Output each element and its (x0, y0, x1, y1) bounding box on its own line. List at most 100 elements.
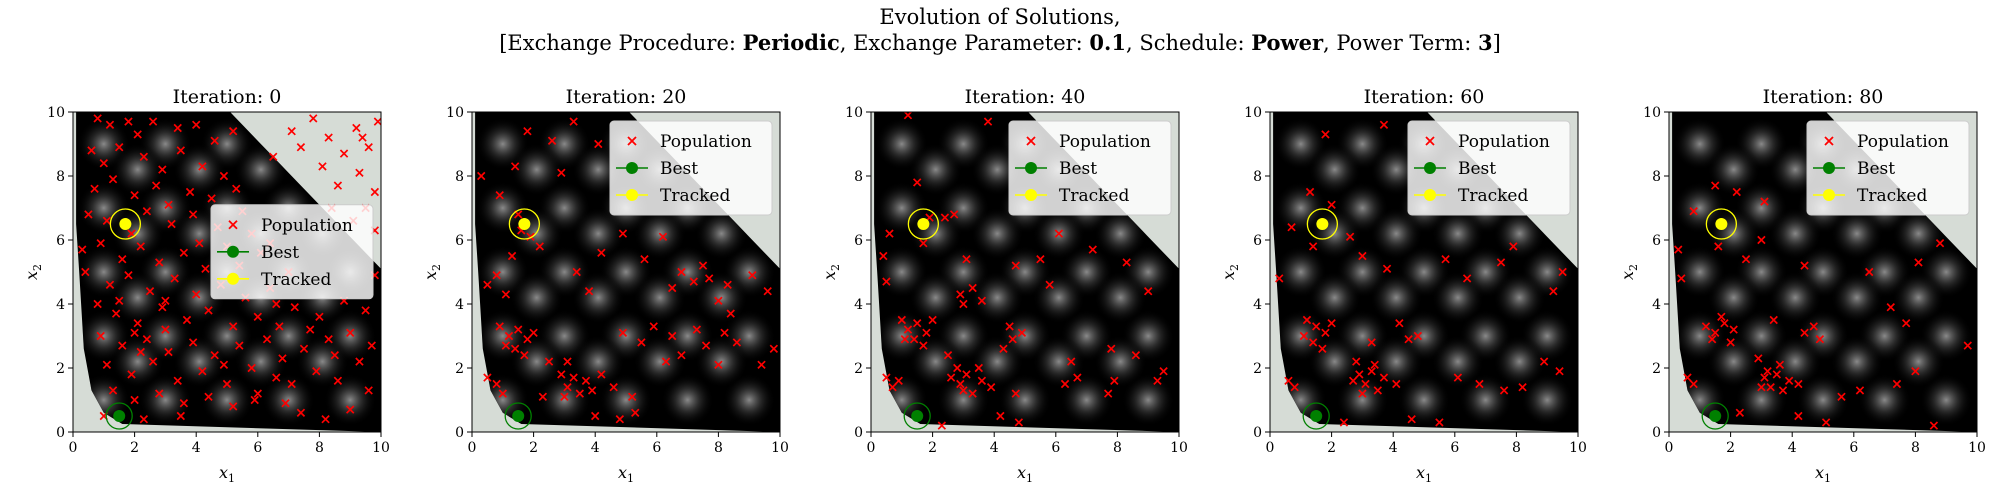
tracked-ring (907, 208, 940, 240)
population-point (1732, 187, 1741, 197)
subplot-title: Iteration: 60 (1364, 86, 1485, 108)
population-point (164, 200, 173, 210)
tracked-point (119, 218, 132, 230)
figure-suptitle: Evolution of Solutions, [Exchange Proced… (0, 4, 2000, 56)
population-point (526, 232, 535, 242)
population-point (1769, 315, 1778, 325)
objective-peak (1707, 335, 1760, 388)
population-point (590, 411, 600, 421)
x-tick-label: 8 (315, 440, 324, 456)
legend-box (1008, 120, 1172, 216)
population-point (1935, 238, 1945, 248)
objective-peak (633, 271, 687, 324)
population-point (339, 149, 349, 158)
y-tick-label: 10 (845, 105, 863, 121)
x-tick-label: 2 (928, 440, 937, 456)
y-tick-label: 6 (1652, 233, 1661, 249)
population-point (1886, 302, 1895, 312)
population-point (253, 389, 263, 398)
population-point (1367, 338, 1376, 347)
best-ring (903, 402, 931, 430)
y-tick-label: 8 (1253, 169, 1262, 185)
population-point (1509, 242, 1518, 251)
legend-population-marker (1026, 136, 1036, 146)
population-point (345, 405, 355, 414)
population-point (96, 238, 105, 248)
population-point (191, 120, 201, 130)
subplot-title: Iteration: 20 (566, 86, 687, 108)
objective-peak (633, 335, 687, 388)
population-point (1864, 267, 1874, 277)
legend-entry-population: Population (1059, 132, 1151, 152)
y-tick-label: 4 (1652, 297, 1661, 313)
legend-entry-population: Population (261, 216, 353, 236)
y-tick-label: 0 (854, 425, 863, 441)
population-point (692, 325, 702, 334)
population-point (501, 341, 511, 350)
legend-entry-best: Best (261, 243, 299, 263)
legend-tracked-marker (1025, 189, 1037, 201)
population-point (1815, 334, 1825, 344)
y-tick-label: 0 (1652, 425, 1661, 441)
population-point (723, 280, 732, 290)
objective-peak (111, 143, 164, 196)
population-point (523, 334, 532, 344)
population-point (155, 389, 164, 398)
power-term-value: 3 (1477, 30, 1493, 55)
x-tick-label: 10 (1968, 440, 1986, 456)
population-point (1901, 318, 1911, 328)
population-point (888, 382, 897, 392)
best-point (1709, 410, 1722, 422)
population-point (882, 373, 891, 382)
population-point (1153, 376, 1162, 386)
legend-best-marker (626, 162, 638, 174)
population-point (296, 408, 306, 418)
population-point (127, 370, 136, 379)
legend: Population Best Tracked (210, 204, 374, 300)
legend: Population Best Tracked (1407, 120, 1571, 216)
population-point (1395, 318, 1404, 328)
x-tick-label: 8 (714, 440, 723, 456)
population-point (510, 162, 520, 171)
tracked-point (1316, 218, 1329, 230)
objective-peak (1830, 335, 1884, 388)
best-point (911, 410, 924, 422)
population-point (1794, 411, 1803, 421)
population-point (1066, 357, 1076, 366)
objective-peak (1370, 207, 1423, 260)
y-tick-label: 2 (455, 361, 464, 377)
tracked-ring (1705, 208, 1738, 240)
axes-frame (870, 111, 1180, 433)
population-point (1110, 376, 1119, 386)
population-point (1045, 280, 1054, 290)
population-point (704, 274, 714, 283)
population-point (191, 290, 201, 299)
subplot-title: Iteration: 80 (1763, 86, 1884, 108)
legend-population-marker (627, 136, 637, 146)
population-point (1800, 261, 1809, 270)
population-point (563, 382, 572, 392)
population-point (587, 386, 597, 395)
population-point (698, 261, 708, 270)
population-point (1914, 258, 1923, 267)
y-axis-label: x2 (1219, 264, 1241, 280)
population-point (87, 146, 96, 155)
population-point (1358, 251, 1367, 261)
subplot-4: 0 2 4 6 8 10 0 2 4 6 8 10 x1 x2 Iteration: 80 Populatio… (1618, 86, 1986, 485)
population-point (164, 347, 173, 357)
objective-peak (1094, 335, 1147, 388)
population-point (1710, 181, 1720, 190)
objective-peak (1308, 143, 1361, 196)
population-point (1441, 254, 1450, 264)
objective-peak (1858, 373, 1911, 427)
x-tick-label: 6 (1450, 440, 1459, 456)
x-tick-label: 4 (990, 440, 999, 456)
objective-peak (661, 373, 714, 427)
objective-peak (1370, 271, 1423, 324)
population-point (953, 363, 962, 373)
population-markers (879, 112, 1168, 430)
population-point (324, 334, 333, 344)
population-point (1710, 328, 1720, 338)
population-point (124, 117, 133, 126)
population-point (483, 373, 492, 382)
